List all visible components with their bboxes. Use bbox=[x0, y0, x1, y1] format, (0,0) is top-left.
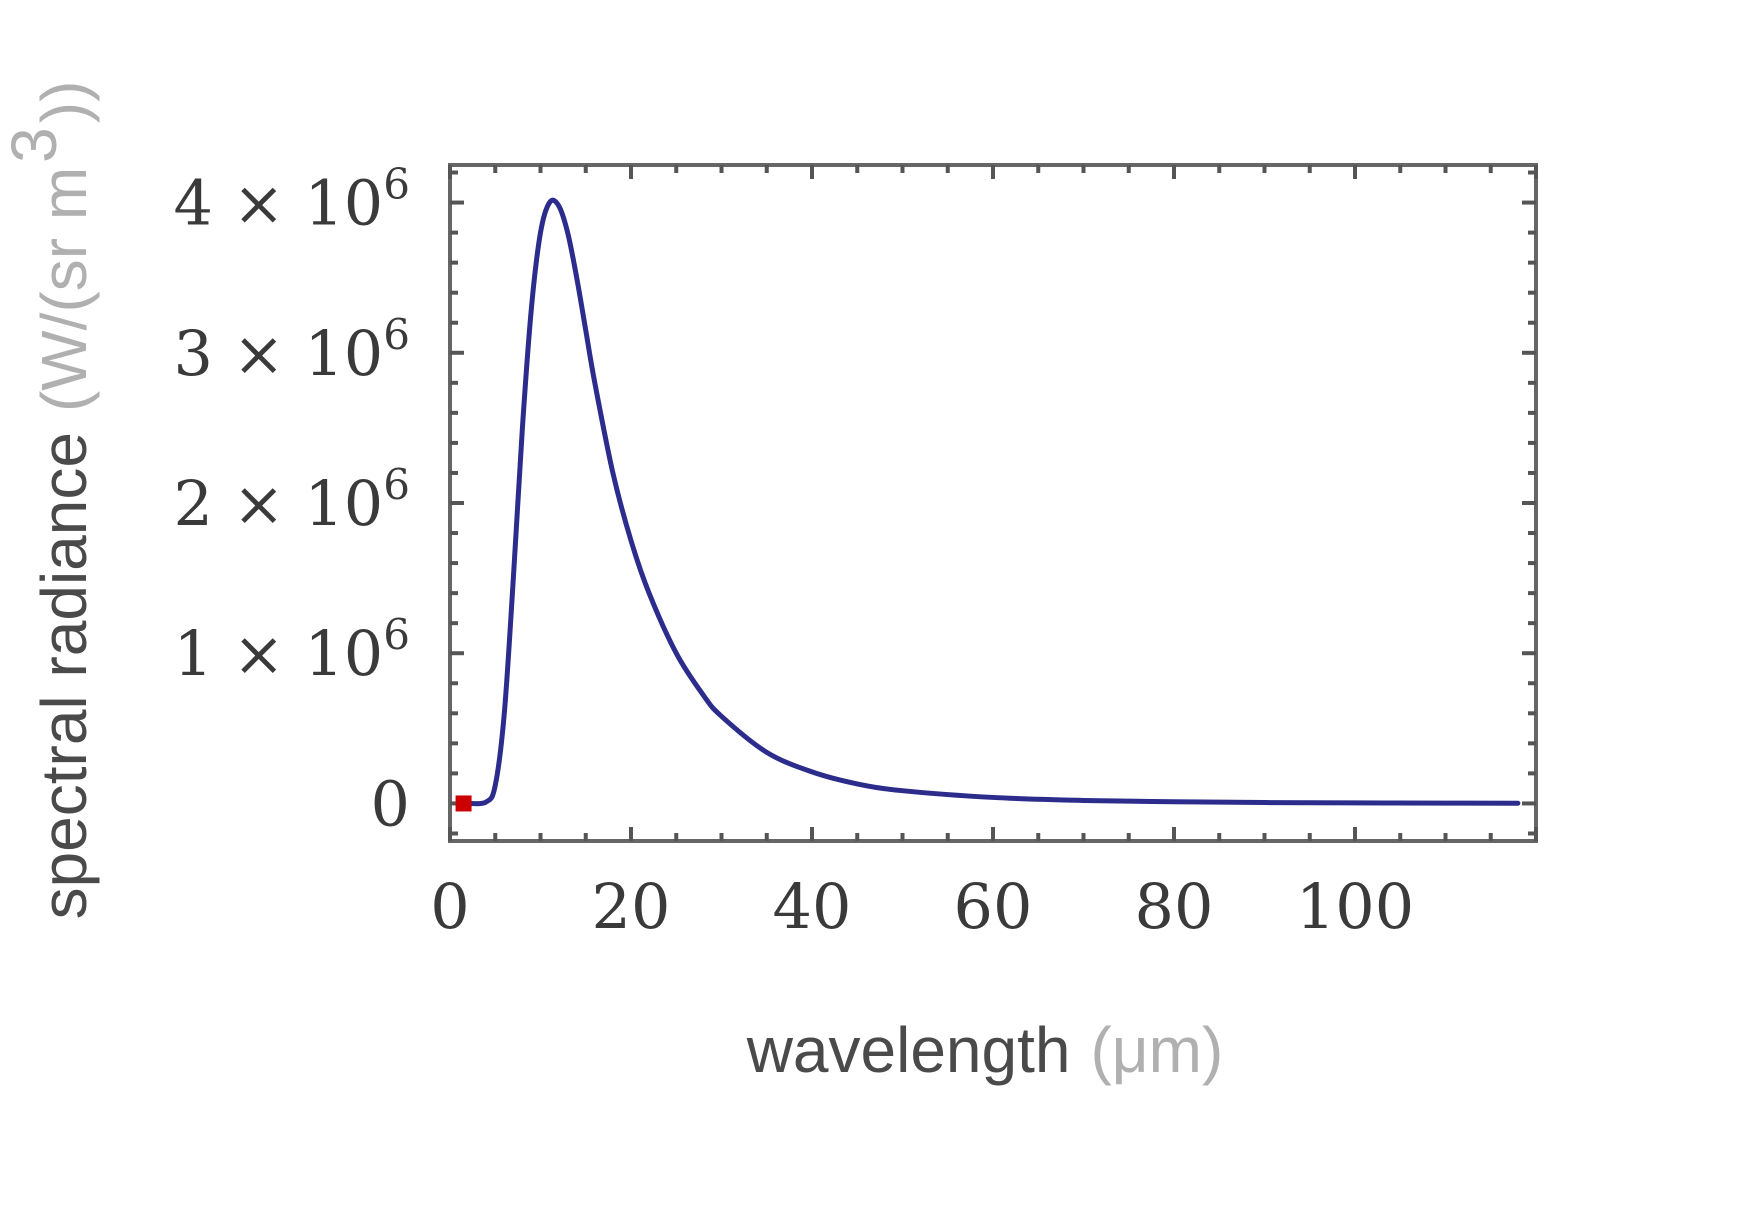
x-axis-unit: (μm) bbox=[1090, 1014, 1223, 1086]
y-axis-unit-exponent: 3 bbox=[0, 127, 70, 163]
y-axis-title: spectral radiance (W/(sr m 3 )) bbox=[0, 81, 100, 920]
y-tick-labels: 0 1 × 106 2 × 106 3 × 106 4 × 106 bbox=[174, 160, 410, 841]
x-tick-label: 80 bbox=[1135, 870, 1214, 943]
x-tick-marks bbox=[448, 165, 1538, 841]
y-tick-marks bbox=[450, 170, 1536, 836]
y-axis-unit-close: )) bbox=[28, 81, 100, 124]
y-tick-label: 4 × 106 bbox=[174, 160, 410, 240]
y-axis-label: spectral radiance bbox=[28, 432, 100, 919]
x-tick-labels: 0 20 40 60 80 100 bbox=[430, 870, 1414, 943]
x-axis-title: wavelength (μm) bbox=[746, 1014, 1224, 1086]
series-layer bbox=[465, 197, 1521, 807]
plot-frame bbox=[448, 163, 1538, 843]
x-tick-label: 20 bbox=[592, 870, 671, 943]
x-tick-label: 60 bbox=[954, 870, 1033, 943]
y-tick-label: 1 × 106 bbox=[174, 610, 410, 690]
x-tick-label: 40 bbox=[773, 870, 852, 943]
y-axis-unit: (W/(sr m bbox=[28, 167, 100, 412]
x-tick-label: 0 bbox=[430, 870, 469, 943]
marker-layer bbox=[455, 795, 472, 812]
y-tick-label: 2 × 106 bbox=[174, 460, 410, 540]
y-tick-label: 0 bbox=[371, 767, 410, 840]
x-axis-label: wavelength bbox=[746, 1014, 1071, 1086]
radiance-curve bbox=[465, 197, 1521, 807]
x-tick-label: 100 bbox=[1296, 870, 1414, 943]
data-marker bbox=[455, 795, 472, 812]
y-tick-label: 3 × 106 bbox=[174, 310, 410, 390]
